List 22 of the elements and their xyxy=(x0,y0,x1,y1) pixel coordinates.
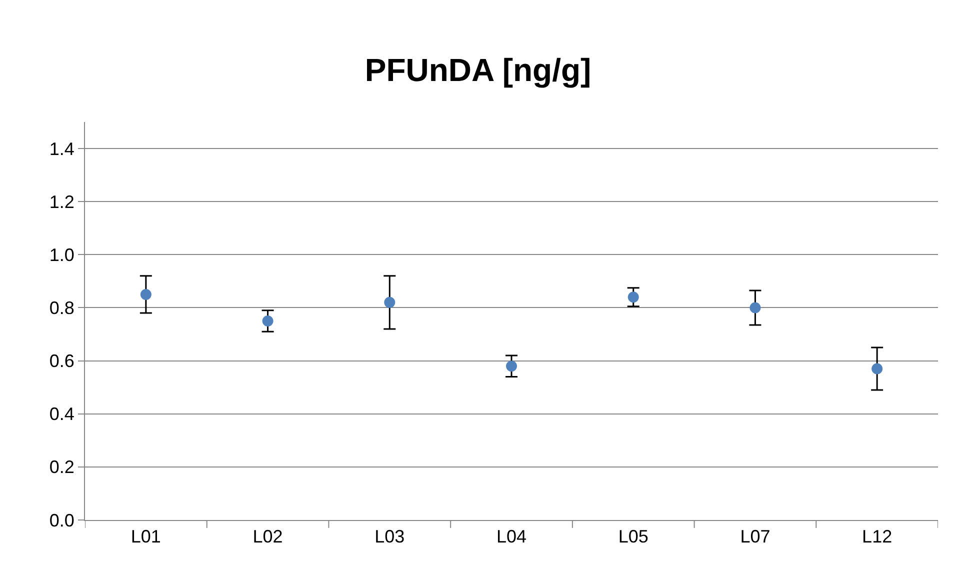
y-tick-label: 0.8 xyxy=(49,298,74,318)
y-tick-label: 1.0 xyxy=(49,244,74,265)
x-tick-label: L02 xyxy=(252,526,283,547)
x-tick-label: L05 xyxy=(618,526,648,547)
y-tick-label: 1.4 xyxy=(49,138,74,159)
y-tick-label: 0.0 xyxy=(49,510,74,530)
y-tick-label: 0.4 xyxy=(49,404,74,424)
x-tick-label: L01 xyxy=(130,526,161,547)
x-tick-label: L12 xyxy=(862,526,892,547)
x-tick-label: L04 xyxy=(496,526,527,547)
point xyxy=(872,363,883,374)
x-tick-label: L03 xyxy=(374,526,405,547)
x-tick-label: L07 xyxy=(740,526,770,547)
chart-title: PFUnDA [ng/g] xyxy=(364,52,592,88)
y-tick-label: 1.2 xyxy=(49,192,74,212)
point xyxy=(750,302,761,314)
point xyxy=(506,360,517,372)
point xyxy=(140,288,152,300)
y-tick-label: 0.2 xyxy=(49,457,74,478)
point xyxy=(384,296,396,308)
point xyxy=(262,316,274,326)
y-tick-label: 0.6 xyxy=(49,351,74,372)
